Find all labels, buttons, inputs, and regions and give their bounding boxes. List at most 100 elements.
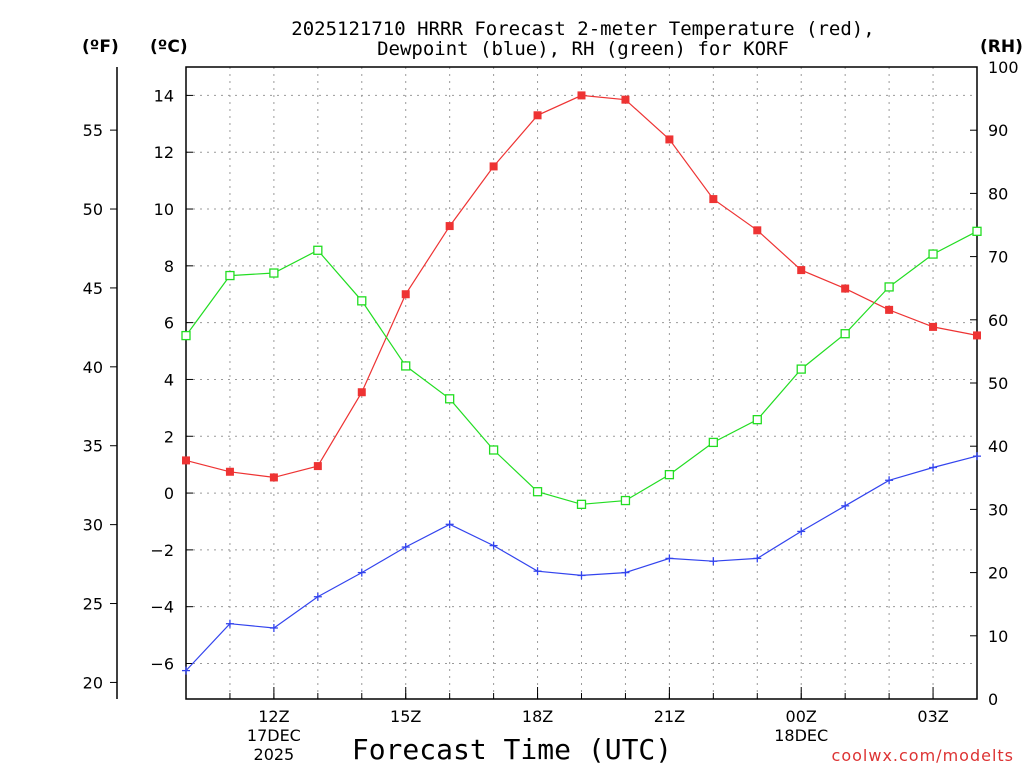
celsius-tick-label: 4 bbox=[164, 370, 174, 389]
rh-point bbox=[620, 495, 631, 506]
rh-line bbox=[185, 230, 978, 505]
temperature-point bbox=[489, 162, 498, 171]
rh-point bbox=[664, 469, 675, 480]
data-series bbox=[181, 91, 982, 675]
temperature-point bbox=[533, 111, 542, 120]
rh-tick-label: 40 bbox=[988, 437, 1008, 456]
fahrenheit-tick-label: 30 bbox=[83, 516, 103, 535]
temperature-point bbox=[841, 284, 850, 293]
celsius-axis-ticks: 14 12 10 8 6 4 2 0 −2 −4 −6 bbox=[150, 86, 193, 673]
time-tick-label: 00Z bbox=[786, 707, 817, 726]
temperature-point bbox=[709, 195, 718, 204]
temperature-point bbox=[401, 290, 410, 299]
dewpoint-point bbox=[313, 592, 322, 601]
rh-point bbox=[796, 364, 806, 374]
source-credit: coolwx.com/modelts bbox=[832, 746, 1014, 765]
celsius-tick-label: 12 bbox=[154, 143, 174, 162]
dewpoint-point bbox=[709, 557, 718, 566]
temperature-point bbox=[797, 266, 806, 275]
dewpoint-point bbox=[225, 619, 234, 628]
rh-tick-label: 0 bbox=[988, 690, 998, 709]
dewpoint-point bbox=[401, 543, 410, 552]
temperature-point bbox=[973, 331, 981, 340]
celsius-tick-label: −6 bbox=[150, 654, 174, 673]
temperature-point bbox=[665, 135, 674, 144]
dewpoint-point bbox=[269, 623, 278, 632]
time-tick-label: 03Z bbox=[917, 707, 948, 726]
time-tick-label: 21Z bbox=[654, 707, 685, 726]
rh-series bbox=[181, 226, 982, 509]
fahrenheit-tick-label: 20 bbox=[83, 673, 103, 692]
dewpoint-point bbox=[445, 520, 454, 529]
time-tick-label: 12Z bbox=[258, 707, 289, 726]
fahrenheit-tick-label: 35 bbox=[83, 437, 103, 456]
temperature-point bbox=[445, 222, 454, 231]
dewpoint-point bbox=[797, 527, 806, 536]
rh-tick-label: 100 bbox=[988, 58, 1019, 77]
chart-header: 2025121710 HRRR Forecast 2-meter Tempera… bbox=[82, 18, 1023, 60]
temperature-series bbox=[182, 91, 981, 482]
celsius-tick-label: 0 bbox=[164, 484, 174, 503]
chart-title-line-1: 2025121710 HRRR Forecast 2-meter Tempera… bbox=[291, 18, 874, 40]
fahrenheit-axis-ticks: 55 50 45 40 35 30 25 20 bbox=[83, 121, 117, 692]
rh-point bbox=[840, 329, 850, 339]
rh-point bbox=[708, 437, 718, 448]
year-tick-label: 2025 bbox=[254, 745, 295, 764]
temperature-point bbox=[357, 388, 366, 397]
rh-unit-label: (RH) bbox=[980, 37, 1023, 57]
celsius-tick-label: 14 bbox=[154, 86, 174, 105]
celsius-tick-label: 8 bbox=[164, 257, 174, 276]
time-tick-label: 18Z bbox=[522, 707, 553, 726]
grid-lines bbox=[185, 67, 978, 699]
celsius-tick-label: 10 bbox=[154, 200, 174, 219]
fahrenheit-tick-label: 50 bbox=[83, 200, 103, 219]
temperature-point bbox=[269, 473, 278, 482]
x-axis-label: Forecast Time (UTC) bbox=[352, 733, 672, 766]
rh-point bbox=[972, 226, 982, 236]
fahrenheit-tick-label: 45 bbox=[83, 279, 103, 298]
dewpoint-series bbox=[182, 452, 981, 675]
rh-point bbox=[313, 245, 323, 255]
dewpoint-point bbox=[973, 452, 981, 461]
rh-tick-label: 70 bbox=[988, 248, 1008, 267]
temperature-point bbox=[621, 95, 630, 104]
rh-point bbox=[884, 282, 894, 292]
celsius-tick-label: 6 bbox=[164, 314, 174, 333]
date-tick-label: 17DEC bbox=[247, 726, 301, 745]
rh-point bbox=[401, 361, 411, 371]
rh-tick-label: 50 bbox=[988, 374, 1008, 393]
celsius-unit-label: (ºC) bbox=[150, 37, 188, 57]
rh-point bbox=[269, 268, 279, 278]
rh-point bbox=[928, 249, 938, 259]
rh-point bbox=[752, 415, 762, 425]
dewpoint-point bbox=[665, 554, 674, 563]
rh-tick-label: 10 bbox=[988, 627, 1008, 646]
axes bbox=[116, 66, 978, 700]
rh-tick-label: 90 bbox=[988, 121, 1008, 140]
dewpoint-point bbox=[885, 476, 894, 485]
rh-point bbox=[445, 394, 455, 404]
dewpoint-point bbox=[577, 571, 586, 580]
rh-tick-label: 30 bbox=[988, 500, 1008, 519]
temperature-point bbox=[313, 462, 322, 471]
celsius-tick-label: −2 bbox=[150, 541, 174, 560]
celsius-tick-label: 2 bbox=[164, 427, 174, 446]
temperature-point bbox=[182, 456, 190, 465]
temperature-point bbox=[577, 91, 586, 100]
date-tick-label: 18DEC bbox=[774, 726, 828, 745]
chart-title-line-2: Dewpoint (blue), RH (green) for KORF bbox=[377, 38, 789, 60]
temperature-point bbox=[929, 322, 938, 331]
temperature-point bbox=[885, 305, 894, 314]
time-tick-label: 15Z bbox=[390, 707, 421, 726]
dewpoint-point bbox=[182, 666, 190, 675]
temperature-point bbox=[225, 467, 234, 476]
fahrenheit-tick-label: 40 bbox=[83, 358, 103, 377]
temperature-point bbox=[753, 226, 762, 235]
rh-point bbox=[181, 330, 191, 341]
rh-tick-label: 80 bbox=[988, 184, 1008, 203]
dewpoint-point bbox=[357, 568, 366, 577]
rh-point bbox=[532, 487, 543, 497]
dewpoint-point bbox=[489, 541, 498, 550]
